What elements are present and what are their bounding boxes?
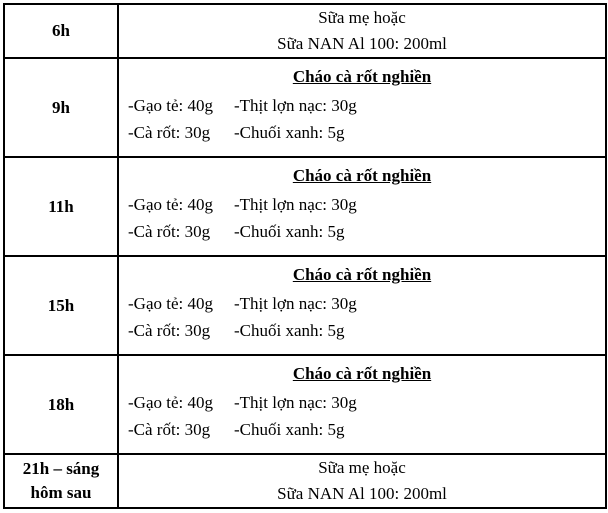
- time-label: hôm sau: [30, 483, 92, 502]
- ingredient-line: -Cà rốt: 30g -Chuối xanh: 5g: [120, 416, 604, 443]
- milk-line: Sữa NAN Al 100: 200ml: [277, 484, 447, 503]
- time-cell-11h: 11h: [3, 156, 119, 257]
- ingredient-item: -Thịt lợn nạc: 30g: [234, 195, 357, 214]
- table-row-6h: 6h Sữa mẹ hoặc Sữa NAN Al 100: 200ml: [3, 3, 607, 59]
- ingredient-item: -Thịt lợn nạc: 30g: [234, 393, 357, 412]
- ingredient-item: -Thịt lợn nạc: 30g: [234, 294, 357, 313]
- time-label: 6h: [52, 21, 70, 40]
- ingredient-item: -Chuối xanh: 5g: [234, 123, 345, 142]
- ingredient-line: -Cà rốt: 30g -Chuối xanh: 5g: [120, 317, 604, 344]
- milk-line: Sữa mẹ hoặc: [318, 458, 406, 477]
- meal-title: Cháo cà rốt nghiền: [292, 265, 432, 284]
- table-row-21h: 21h – sáng hôm sau Sữa mẹ hoặc Sữa NAN A…: [3, 453, 607, 509]
- time-label: 18h: [47, 394, 75, 414]
- ingredient-item: -Gạo tẻ: 40g: [128, 96, 213, 115]
- ingredient-line: -Gạo tẻ: 40g -Thịt lợn nạc: 30g: [120, 92, 604, 119]
- milk-line: Sữa mẹ hoặc: [318, 8, 406, 27]
- table-row-15h: 15h Cháo cà rốt nghiền -Gạo tẻ: 40g -Thịt…: [3, 255, 607, 356]
- time-cell-21h: 21h – sáng hôm sau: [3, 453, 119, 509]
- ingredient-item: -Cà rốt: 30g: [128, 420, 211, 439]
- ingredient-item: -Cà rốt: 30g: [128, 222, 211, 241]
- milk-cell-6h: Sữa mẹ hoặc Sữa NAN Al 100: 200ml: [117, 3, 607, 59]
- milk-line: Sữa NAN Al 100: 200ml: [277, 34, 447, 53]
- time-cell-18h: 18h: [3, 354, 119, 455]
- time-label: 15h: [47, 295, 75, 315]
- table-row-9h: 9h Cháo cà rốt nghiền -Gạo tẻ: 40g -Thịt …: [3, 57, 607, 158]
- milk-cell-21h: Sữa mẹ hoặc Sữa NAN Al 100: 200ml: [117, 453, 607, 509]
- time-label: 9h: [52, 97, 70, 117]
- ingredient-item: -Gạo tẻ: 40g: [128, 195, 213, 214]
- ingredient-line: -Gạo tẻ: 40g -Thịt lợn nạc: 30g: [120, 191, 604, 218]
- table-row-11h: 11h Cháo cà rốt nghiền -Gạo tẻ: 40g -Thịt…: [3, 156, 607, 257]
- ingredient-item: -Chuối xanh: 5g: [234, 321, 345, 340]
- meal-title: Cháo cà rốt nghiền: [292, 166, 432, 185]
- table-row-18h: 18h Cháo cà rốt nghiền -Gạo tẻ: 40g -Thịt…: [3, 354, 607, 455]
- ingredient-item: -Chuối xanh: 5g: [234, 222, 345, 241]
- meal-cell-9h: Cháo cà rốt nghiền -Gạo tẻ: 40g -Thịt lợn…: [117, 57, 607, 158]
- ingredient-item: -Cà rốt: 30g: [128, 123, 211, 142]
- time-cell-6h: 6h: [3, 3, 119, 59]
- meal-title: Cháo cà rốt nghiền: [292, 364, 432, 383]
- time-label: 11h: [48, 196, 74, 216]
- ingredient-line: -Gạo tẻ: 40g -Thịt lợn nạc: 30g: [120, 290, 604, 317]
- meal-title: Cháo cà rốt nghiền: [292, 67, 432, 86]
- ingredient-item: -Thịt lợn nạc: 30g: [234, 96, 357, 115]
- time-label: 21h – sáng: [22, 459, 100, 478]
- meal-cell-15h: Cháo cà rốt nghiền -Gạo tẻ: 40g -Thịt lợn…: [117, 255, 607, 356]
- meal-cell-18h: Cháo cà rốt nghiền -Gạo tẻ: 40g -Thịt lợn…: [117, 354, 607, 455]
- ingredient-line: -Cà rốt: 30g -Chuối xanh: 5g: [120, 119, 604, 146]
- ingredient-line: -Gạo tẻ: 40g -Thịt lợn nạc: 30g: [120, 389, 604, 416]
- feeding-schedule-table: 6h Sữa mẹ hoặc Sữa NAN Al 100: 200ml 9h …: [3, 3, 607, 509]
- ingredient-item: -Chuối xanh: 5g: [234, 420, 345, 439]
- ingredient-item: -Gạo tẻ: 40g: [128, 294, 213, 313]
- ingredient-item: -Cà rốt: 30g: [128, 321, 211, 340]
- ingredient-line: -Cà rốt: 30g -Chuối xanh: 5g: [120, 218, 604, 245]
- meal-cell-11h: Cháo cà rốt nghiền -Gạo tẻ: 40g -Thịt lợn…: [117, 156, 607, 257]
- time-cell-9h: 9h: [3, 57, 119, 158]
- time-cell-15h: 15h: [3, 255, 119, 356]
- ingredient-item: -Gạo tẻ: 40g: [128, 393, 213, 412]
